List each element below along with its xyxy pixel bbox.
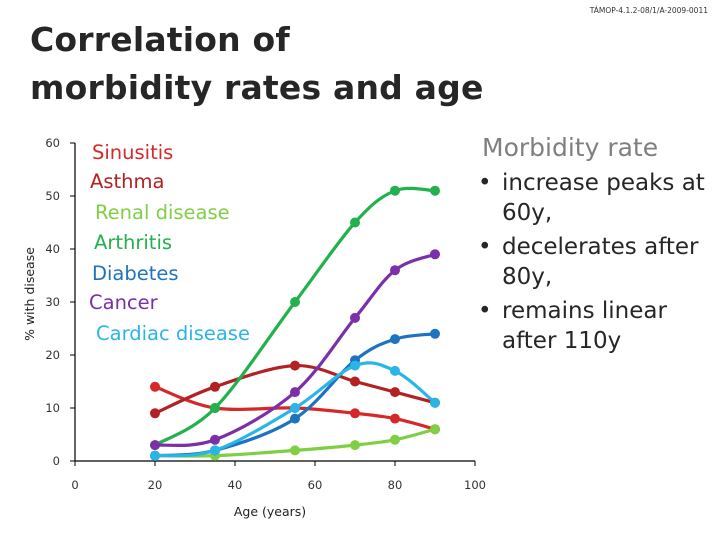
- legend-entry-asthma: Asthma: [90, 170, 164, 193]
- data-point-cancer: [290, 387, 300, 398]
- data-point-diabetes: [290, 413, 300, 424]
- y-tick-label: 50: [45, 189, 60, 203]
- data-point-cancer: [350, 312, 360, 323]
- data-point-arthritis: [390, 185, 400, 196]
- data-point-cardiac-disease: [290, 403, 300, 413]
- info-panel: Morbidity rate increase peaks at 60y, de…: [478, 133, 714, 360]
- data-point-diabetes: [430, 328, 440, 339]
- data-point-cancer: [150, 440, 160, 451]
- x-tick-label: 80: [388, 478, 403, 492]
- data-point-asthma: [350, 376, 360, 387]
- data-point-cardiac-disease: [210, 445, 220, 456]
- data-point-arthritis: [290, 297, 300, 307]
- y-axis-label: % with disease: [22, 247, 37, 341]
- info-bullet: decelerates after 80y,: [478, 232, 714, 292]
- legend-entry-diabetes: Diabetes: [92, 262, 179, 285]
- data-point-cardiac-disease: [350, 360, 360, 371]
- x-tick-label: 0: [71, 478, 78, 492]
- title-line-1: Correlation of: [30, 20, 290, 59]
- x-tick-label: 100: [464, 478, 486, 492]
- data-point-renal-disease: [390, 434, 400, 445]
- info-title: Morbidity rate: [482, 133, 659, 162]
- info-bullet: increase peaks at 60y,: [478, 168, 714, 228]
- data-point-cancer: [430, 249, 440, 260]
- data-point-renal-disease: [430, 424, 440, 435]
- data-point-diabetes: [390, 334, 400, 345]
- x-axis-label: Age (years): [234, 504, 306, 519]
- data-point-cancer: [210, 434, 220, 445]
- data-point-cancer: [390, 265, 400, 276]
- data-point-arthritis: [350, 217, 360, 228]
- y-tick-label: 0: [53, 454, 60, 468]
- data-point-asthma: [150, 408, 160, 419]
- data-point-cardiac-disease: [150, 450, 160, 461]
- data-point-renal-disease: [350, 440, 360, 451]
- x-tick-label: 40: [228, 478, 243, 492]
- data-point-cardiac-disease: [430, 397, 440, 408]
- info-bullet-list: increase peaks at 60y, decelerates after…: [478, 168, 714, 356]
- legend-entry-renal-disease: Renal disease: [95, 201, 230, 224]
- y-tick-label: 60: [45, 136, 60, 150]
- legend-entry-cancer: Cancer: [89, 291, 159, 314]
- y-tick-label: 10: [45, 401, 60, 415]
- data-point-asthma: [390, 387, 400, 398]
- data-point-sinusitis: [350, 408, 360, 419]
- info-bullet: remains linear after 110y: [478, 296, 714, 356]
- data-point-arthritis: [430, 185, 440, 196]
- legend-entry-arthritis: Arthritis: [94, 231, 172, 254]
- data-point-cardiac-disease: [390, 365, 400, 376]
- y-tick-label: 40: [45, 242, 60, 256]
- data-point-asthma: [290, 360, 300, 371]
- y-tick-label: 20: [45, 348, 60, 362]
- data-point-renal-disease: [290, 445, 300, 456]
- data-point-asthma: [210, 381, 220, 392]
- x-tick-label: 20: [148, 478, 163, 492]
- data-point-sinusitis: [150, 381, 160, 392]
- data-point-arthritis: [210, 403, 220, 413]
- x-tick-label: 60: [308, 478, 323, 492]
- title-line-2: morbidity rates and age: [30, 68, 484, 107]
- legend-entry-sinusitis: Sinusitis: [92, 141, 173, 164]
- data-point-sinusitis: [390, 413, 400, 424]
- y-tick-label: 30: [45, 295, 60, 309]
- project-code: TÁMOP-4.1.2-08/1/A-2009-0011: [589, 6, 708, 15]
- legend-entry-cardiac-disease: Cardiac disease: [96, 322, 250, 345]
- page-title: Correlation of morbidity rates and age: [30, 16, 484, 112]
